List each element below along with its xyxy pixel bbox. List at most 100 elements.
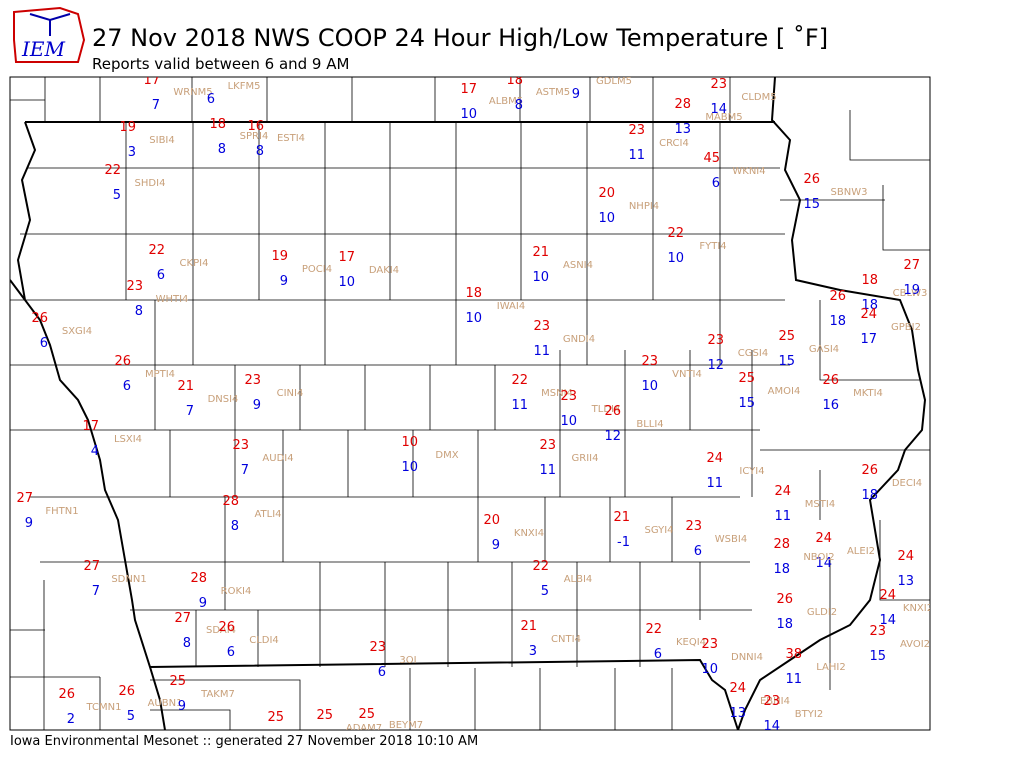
low-temp: 11 bbox=[539, 463, 556, 478]
low-temp: 15 bbox=[778, 354, 795, 369]
high-temp: 25 bbox=[316, 708, 333, 723]
station-id: FYTI4 bbox=[699, 241, 726, 252]
high-temp: 27 bbox=[16, 491, 33, 506]
low-temp: 10 bbox=[598, 211, 615, 226]
station-id: SXGI4 bbox=[62, 326, 92, 337]
low-temp: 6 bbox=[123, 379, 131, 394]
high-temp: 25 bbox=[267, 710, 284, 725]
station-id: GLDI2 bbox=[807, 607, 837, 618]
high-temp: 23 bbox=[641, 354, 658, 369]
low-temp: 6 bbox=[207, 92, 215, 107]
station-id: MSNI4 bbox=[541, 388, 573, 399]
station-id: 3OI bbox=[399, 655, 416, 666]
high-temp: 18 bbox=[465, 286, 482, 301]
station-id: CRCI4 bbox=[659, 138, 689, 149]
station-id: DAKI4 bbox=[369, 265, 399, 276]
low-temp: 10 bbox=[401, 460, 418, 475]
high-temp: 24 bbox=[897, 549, 914, 564]
low-temp: 10 bbox=[532, 270, 549, 285]
high-temp: 22 bbox=[532, 559, 549, 574]
low-temp: 14 bbox=[763, 719, 780, 734]
high-temp: 17 bbox=[460, 82, 477, 97]
county-lines bbox=[10, 77, 930, 730]
low-temp: 15 bbox=[869, 649, 886, 664]
low-temp: 15 bbox=[738, 396, 755, 411]
high-temp: 23 bbox=[763, 694, 780, 709]
high-temp: 28 bbox=[773, 537, 790, 552]
low-temp: 18 bbox=[773, 562, 790, 577]
low-temp: 8 bbox=[231, 519, 239, 534]
low-temp: 12 bbox=[604, 429, 621, 444]
low-temp: 15 bbox=[803, 197, 820, 212]
high-temp: 18 bbox=[209, 117, 226, 132]
low-temp: 11 bbox=[785, 672, 802, 687]
high-temp: 45 bbox=[703, 151, 720, 166]
station-id: ROKI4 bbox=[221, 586, 252, 597]
station-id: CLDI4 bbox=[249, 635, 279, 646]
high-temp: 25 bbox=[738, 371, 755, 386]
high-temp: 19 bbox=[119, 120, 136, 135]
high-temp: 22 bbox=[645, 622, 662, 637]
high-temp: 26 bbox=[776, 592, 793, 607]
low-temp: 9 bbox=[178, 699, 186, 714]
high-temp: 21 bbox=[520, 619, 537, 634]
low-temp: 16 bbox=[822, 398, 839, 413]
low-temp: 13 bbox=[897, 574, 914, 589]
low-temp: 10 bbox=[560, 414, 577, 429]
high-temp: 23 bbox=[533, 319, 550, 334]
low-temp: 12 bbox=[707, 358, 724, 373]
low-temp: 7 bbox=[186, 404, 194, 419]
high-temp: 26 bbox=[861, 463, 878, 478]
title: 27 Nov 2018 NWS COOP 24 Hour High/Low Te… bbox=[92, 24, 828, 52]
high-temp: 17 bbox=[82, 419, 99, 434]
station-id: ALEI2 bbox=[847, 546, 875, 557]
station-id: BTYI2 bbox=[795, 709, 823, 720]
low-temp: 9 bbox=[280, 274, 288, 289]
high-temp: 24 bbox=[706, 451, 723, 466]
low-temp: 9 bbox=[199, 596, 207, 611]
station-id: DNNI4 bbox=[731, 652, 763, 663]
low-temp: 6 bbox=[40, 336, 48, 351]
station-id: WRNM5 bbox=[173, 87, 212, 98]
high-temp: 23 bbox=[707, 333, 724, 348]
low-temp: -1 bbox=[617, 535, 630, 550]
low-temp: 11 bbox=[706, 476, 723, 491]
station-id: CNTI4 bbox=[551, 634, 581, 645]
high-temp: 17 bbox=[338, 250, 355, 265]
station-id: IWAI4 bbox=[497, 301, 525, 312]
station-id: WSBI4 bbox=[715, 534, 747, 545]
high-temp: 24 bbox=[860, 307, 877, 322]
station-id: BEYM7 bbox=[389, 720, 423, 731]
subtitle: Reports valid between 6 and 9 AM bbox=[92, 55, 349, 73]
station-id: GPBI2 bbox=[891, 322, 921, 333]
low-temp: 5 bbox=[113, 188, 121, 203]
station-id: ATLI4 bbox=[254, 509, 281, 520]
station-id: MSTI4 bbox=[805, 499, 835, 510]
logo-text: IEM bbox=[21, 37, 66, 61]
low-temp: 6 bbox=[694, 544, 702, 559]
high-temp: 24 bbox=[879, 588, 896, 603]
high-temp: 23 bbox=[685, 519, 702, 534]
station-id: AUDI4 bbox=[262, 453, 293, 464]
high-temp: 17 bbox=[143, 73, 160, 88]
high-temp: 16 bbox=[247, 119, 264, 134]
station-id: ICYI4 bbox=[739, 466, 764, 477]
low-temp: 11 bbox=[774, 509, 791, 524]
high-temp: 26 bbox=[114, 354, 131, 369]
low-temp: 10 bbox=[667, 251, 684, 266]
station-id: TAKM7 bbox=[200, 689, 235, 700]
station-id: LAHI2 bbox=[816, 662, 845, 673]
high-temp: 24 bbox=[729, 681, 746, 696]
high-temp: 23 bbox=[701, 637, 718, 652]
high-temp: 27 bbox=[174, 611, 191, 626]
station-id: SPRI4 bbox=[240, 131, 269, 142]
low-temp: 13 bbox=[674, 122, 691, 137]
station-id: TLDI4 bbox=[591, 404, 621, 415]
low-temp: 17 bbox=[860, 332, 877, 347]
station-id: MKTI4 bbox=[853, 388, 883, 399]
high-temp: 23 bbox=[710, 77, 727, 92]
low-temp: 11 bbox=[533, 344, 550, 359]
station-id: GASI4 bbox=[809, 344, 839, 355]
high-temp: 22 bbox=[148, 243, 165, 258]
